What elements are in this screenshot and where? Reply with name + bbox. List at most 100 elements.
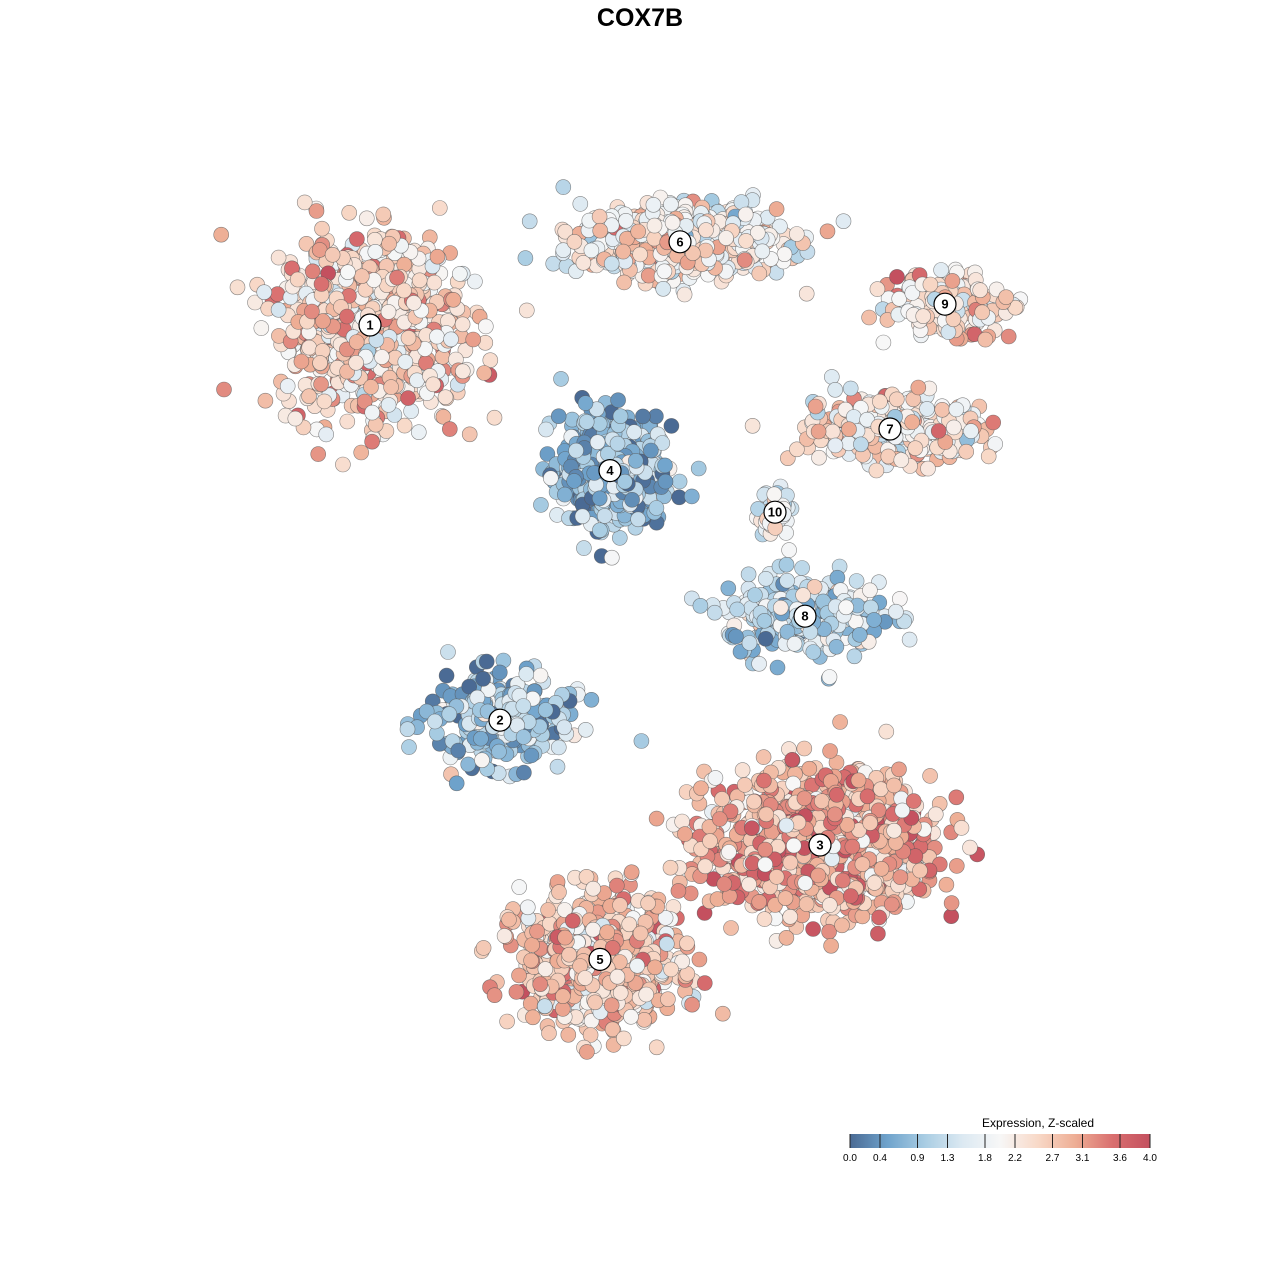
cell-point — [740, 566, 757, 583]
cell-point — [886, 777, 902, 794]
cell-point — [454, 316, 471, 333]
cell-point — [486, 987, 503, 1004]
cell-point — [985, 414, 1002, 431]
cell-point — [786, 635, 803, 652]
cell-point — [301, 388, 317, 405]
cell-point — [875, 334, 892, 351]
cell-point — [508, 984, 525, 1000]
cell-point — [870, 925, 886, 942]
cell-point — [566, 234, 583, 250]
cell-point — [429, 248, 446, 265]
cell-point — [435, 408, 452, 425]
cell-point — [269, 286, 286, 302]
cell-point — [451, 266, 468, 282]
cell-point — [533, 497, 549, 513]
cell-point — [683, 488, 700, 505]
cell-point — [383, 379, 399, 395]
cell-point — [615, 1030, 632, 1047]
cell-point — [788, 226, 805, 242]
cell-point — [920, 460, 936, 477]
cell-point — [555, 988, 571, 1005]
cell-point — [289, 271, 306, 288]
cell-point — [744, 417, 761, 434]
cell-point — [889, 269, 905, 285]
cell-point — [848, 573, 865, 589]
cell-point — [769, 659, 786, 676]
cell-point — [577, 395, 594, 411]
cell-point — [525, 1009, 541, 1026]
cell-point — [827, 437, 844, 454]
cell-point — [1000, 328, 1017, 345]
cell-point — [541, 1025, 557, 1041]
cell-point — [674, 953, 691, 970]
cell-point — [603, 549, 620, 566]
cell-point — [353, 268, 370, 285]
cell-point — [216, 381, 232, 398]
cell-point — [846, 648, 863, 665]
cell-point — [832, 714, 848, 730]
cell-point — [823, 937, 839, 954]
cell-point — [663, 418, 680, 434]
cell-point — [557, 223, 574, 240]
cell-point — [868, 462, 885, 479]
cell-point — [301, 339, 318, 356]
cell-point — [582, 1027, 599, 1043]
cell-point — [516, 764, 532, 781]
cell-point — [823, 369, 840, 385]
cell-point — [270, 301, 287, 318]
cell-point — [901, 631, 918, 648]
cell-point — [670, 883, 687, 899]
cell-point — [401, 739, 417, 755]
cell-point — [437, 389, 454, 406]
cell-point — [633, 733, 650, 749]
cell-point — [579, 1044, 595, 1060]
cell-point — [440, 644, 456, 660]
cell-point — [938, 876, 955, 893]
cell-point — [873, 860, 890, 877]
cell-point — [612, 985, 629, 1001]
cell-point — [623, 1008, 639, 1025]
cell-point — [400, 390, 416, 406]
cell-point — [375, 206, 392, 223]
cell-point — [723, 920, 739, 936]
cell-point — [635, 408, 651, 425]
cell-point — [270, 249, 287, 266]
cell-point — [648, 1039, 665, 1056]
cell-point — [312, 355, 328, 371]
cell-point — [575, 254, 592, 271]
cell-point — [367, 244, 384, 260]
cell-point — [662, 859, 679, 876]
cell-point — [611, 530, 628, 546]
cell-point — [828, 638, 845, 655]
cell-point — [677, 826, 693, 842]
cell-point — [532, 667, 549, 684]
cell-point — [511, 967, 527, 984]
cell-point — [213, 226, 229, 243]
cell-point — [888, 603, 904, 620]
cell-point — [429, 328, 445, 345]
cell-point — [648, 500, 665, 516]
cell-point — [945, 419, 962, 436]
cell-point — [756, 772, 772, 789]
cell-point — [660, 991, 676, 1008]
cell-point — [293, 353, 310, 370]
cell-point — [518, 666, 535, 682]
cell-point — [663, 196, 679, 213]
cell-point — [511, 879, 528, 895]
cell-point — [772, 218, 788, 235]
cell-point — [657, 473, 674, 490]
cell-point — [396, 417, 413, 434]
cell-point — [789, 441, 805, 458]
cell-point — [741, 635, 758, 651]
cell-point — [229, 279, 246, 296]
cell-point — [523, 952, 539, 969]
cell-point — [308, 203, 325, 219]
cell-point — [796, 740, 813, 757]
cell-point — [894, 802, 911, 819]
cell-point — [834, 917, 850, 934]
cell-point — [618, 213, 634, 229]
cell-point — [356, 393, 373, 410]
cell-point — [854, 908, 871, 925]
cell-point — [304, 263, 321, 280]
